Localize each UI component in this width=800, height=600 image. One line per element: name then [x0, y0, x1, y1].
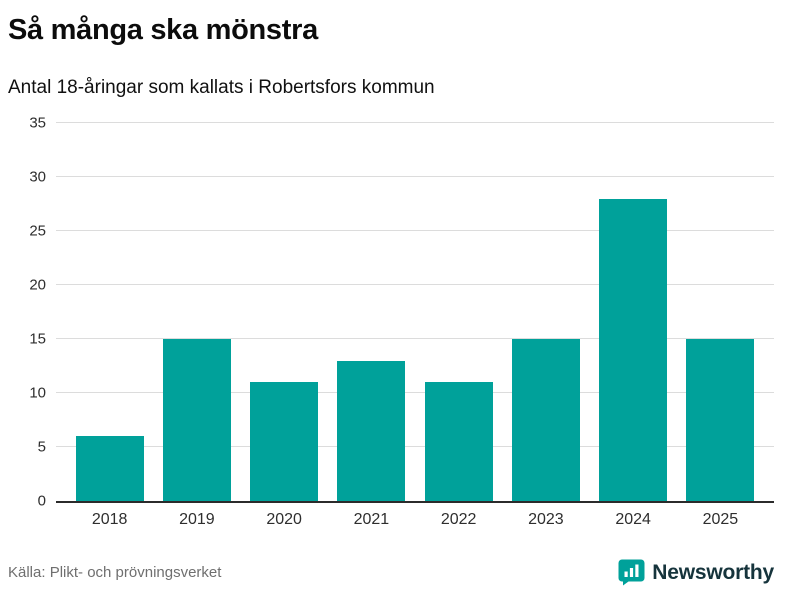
y-tick-label: 5: [37, 438, 46, 456]
bar-2018: [75, 436, 144, 501]
newsworthy-chart-bubble-icon: [618, 559, 645, 586]
bar-2022: [424, 382, 493, 501]
y-tick-label: 15: [29, 330, 46, 348]
gridline: [56, 284, 774, 285]
brand-name: Newsworthy: [652, 560, 774, 584]
y-tick-label: 30: [29, 168, 46, 186]
bar-2021: [337, 360, 406, 501]
gridline: [56, 338, 774, 339]
footer: Källa: Plikt- och prövningsverket Newswo…: [8, 559, 774, 586]
bar-slot: [66, 123, 153, 501]
bars-container: [56, 123, 774, 501]
chart-subtitle: Antal 18-åringar som kallats i Robertsfo…: [8, 77, 435, 98]
x-tick-label: 2019: [179, 511, 215, 528]
bar-2019: [162, 339, 231, 501]
bar-slot: [153, 123, 240, 501]
x-tick-label: 2025: [702, 511, 739, 528]
bar-2023: [511, 339, 580, 501]
brand-logo: Newsworthy: [618, 559, 774, 586]
bar-slot: [328, 123, 415, 501]
gridline: [56, 392, 774, 393]
gridline: [56, 230, 774, 231]
bar-slot: [677, 123, 764, 501]
bar-2025: [686, 339, 755, 501]
x-axis-labels: 2018 2019 2020 2021 2022 2023 2024 2025: [56, 511, 774, 529]
gridline: [56, 446, 774, 447]
bar-slot: [415, 123, 502, 501]
chart-title: Så många ska mönstra: [8, 14, 318, 46]
bar-slot: [502, 123, 589, 501]
y-tick-label: 35: [29, 114, 46, 132]
gridline: [56, 122, 774, 123]
bar-chart-plot-area: 0 5 10 15 20 25 30 35: [29, 115, 774, 510]
bar-slot: [241, 123, 328, 501]
bar-2024: [599, 198, 668, 501]
x-tick-label: 2020: [266, 511, 302, 528]
y-tick-label: 20: [29, 276, 46, 294]
source-credit: Källa: Plikt- och prövningsverket: [8, 564, 222, 581]
x-tick-label: 2018: [91, 511, 128, 528]
x-tick-label: 2021: [353, 511, 390, 528]
x-tick-label: 2022: [440, 511, 477, 528]
x-tick-label: 2024: [615, 511, 651, 528]
y-tick-label: 0: [37, 492, 46, 510]
bar-2020: [250, 382, 319, 501]
y-tick-label: 10: [29, 384, 46, 402]
x-tick-label: 2023: [528, 511, 564, 528]
y-tick-label: 25: [29, 222, 46, 240]
bar-slot: [590, 123, 677, 501]
gridline: [56, 176, 774, 177]
